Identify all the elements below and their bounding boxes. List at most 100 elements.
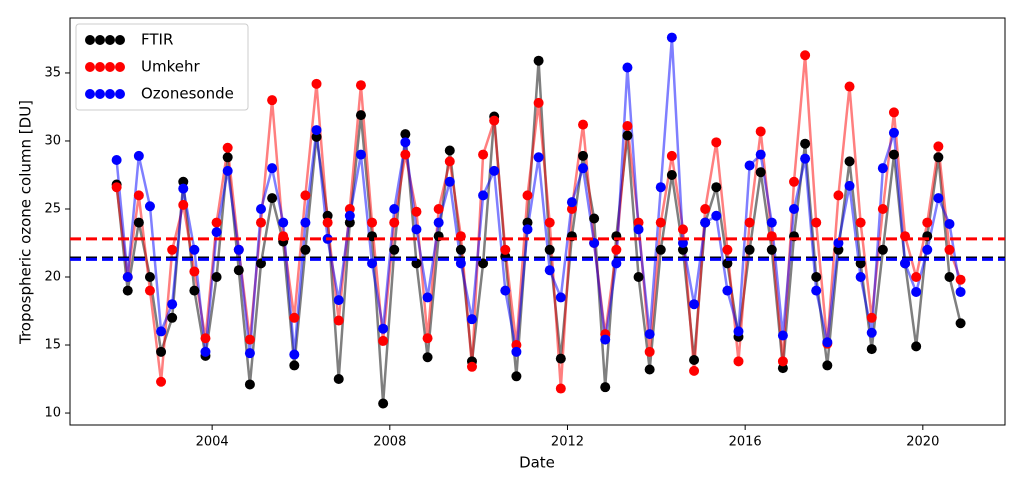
data-point — [478, 258, 489, 269]
data-point — [478, 149, 489, 160]
data-point — [800, 138, 811, 149]
data-point — [255, 258, 266, 269]
data-point — [933, 141, 944, 152]
data-point — [355, 110, 366, 121]
data-point — [555, 353, 566, 364]
data-point — [711, 182, 722, 193]
data-point — [178, 183, 189, 194]
data-point — [611, 258, 622, 269]
data-point — [178, 199, 189, 210]
legend-marker — [105, 35, 115, 45]
data-point — [233, 265, 244, 276]
data-point — [811, 285, 822, 296]
data-point — [422, 333, 433, 344]
data-point — [244, 379, 255, 390]
data-point — [677, 237, 688, 248]
data-point — [755, 126, 766, 137]
data-point — [466, 314, 477, 325]
data-point — [522, 190, 533, 201]
data-point — [311, 78, 322, 89]
data-point — [633, 224, 644, 235]
data-point — [455, 244, 466, 255]
data-point — [267, 163, 278, 174]
data-point — [433, 217, 444, 228]
data-point — [122, 285, 133, 296]
data-point — [156, 326, 167, 337]
data-point — [777, 356, 788, 367]
data-point — [844, 180, 855, 191]
data-point — [267, 95, 278, 106]
data-point — [111, 155, 122, 166]
data-point — [677, 224, 688, 235]
data-point — [333, 374, 344, 385]
y-axis-label: Tropospheric ozone column [DU] — [17, 100, 35, 345]
x-tick-label: 2004 — [196, 435, 229, 450]
data-point — [400, 129, 411, 140]
data-point — [189, 285, 200, 296]
data-point — [866, 344, 877, 355]
data-point — [500, 285, 511, 296]
data-point — [555, 292, 566, 303]
data-point — [933, 152, 944, 163]
data-point — [389, 217, 400, 228]
x-tick-label: 2020 — [906, 435, 939, 450]
data-point — [700, 203, 711, 214]
data-point — [422, 352, 433, 363]
data-point — [944, 244, 955, 255]
data-point — [855, 258, 866, 269]
data-point — [189, 244, 200, 255]
data-point — [766, 244, 777, 255]
data-point — [789, 176, 800, 187]
data-point — [167, 312, 178, 323]
data-point — [689, 299, 700, 310]
data-point — [844, 81, 855, 92]
data-point — [655, 182, 666, 193]
data-point — [211, 217, 222, 228]
data-point — [578, 150, 589, 161]
data-point — [389, 244, 400, 255]
data-point — [244, 334, 255, 345]
data-point — [644, 329, 655, 340]
data-point — [189, 266, 200, 277]
data-point — [578, 119, 589, 130]
legend-marker — [105, 62, 115, 72]
data-point — [489, 115, 500, 126]
data-point — [411, 258, 422, 269]
data-point — [478, 190, 489, 201]
y-tick-label: 30 — [44, 133, 61, 148]
data-point — [744, 160, 755, 171]
data-point — [600, 334, 611, 345]
data-point — [888, 107, 899, 118]
data-point — [444, 156, 455, 167]
data-point — [533, 55, 544, 66]
data-point — [133, 217, 144, 228]
data-point — [144, 201, 155, 212]
data-point — [378, 398, 389, 409]
data-point — [733, 326, 744, 337]
data-point — [255, 217, 266, 228]
data-point — [800, 50, 811, 61]
data-point — [877, 163, 888, 174]
data-point — [700, 217, 711, 228]
legend-label: Ozonesonde — [141, 85, 234, 103]
data-point — [722, 258, 733, 269]
data-point — [755, 167, 766, 178]
data-point — [811, 217, 822, 228]
data-point — [811, 272, 822, 282]
data-point — [711, 137, 722, 148]
data-point — [844, 156, 855, 167]
data-point — [344, 210, 355, 221]
data-point — [133, 150, 144, 161]
legend-box — [75, 23, 249, 111]
data-point — [355, 149, 366, 160]
data-point — [722, 285, 733, 296]
data-point — [711, 210, 722, 221]
data-point — [888, 127, 899, 138]
data-point — [522, 224, 533, 235]
legend-marker — [115, 62, 125, 72]
data-point — [955, 286, 966, 297]
data-point — [544, 217, 555, 228]
data-point — [233, 244, 244, 255]
legend-marker — [115, 89, 125, 99]
